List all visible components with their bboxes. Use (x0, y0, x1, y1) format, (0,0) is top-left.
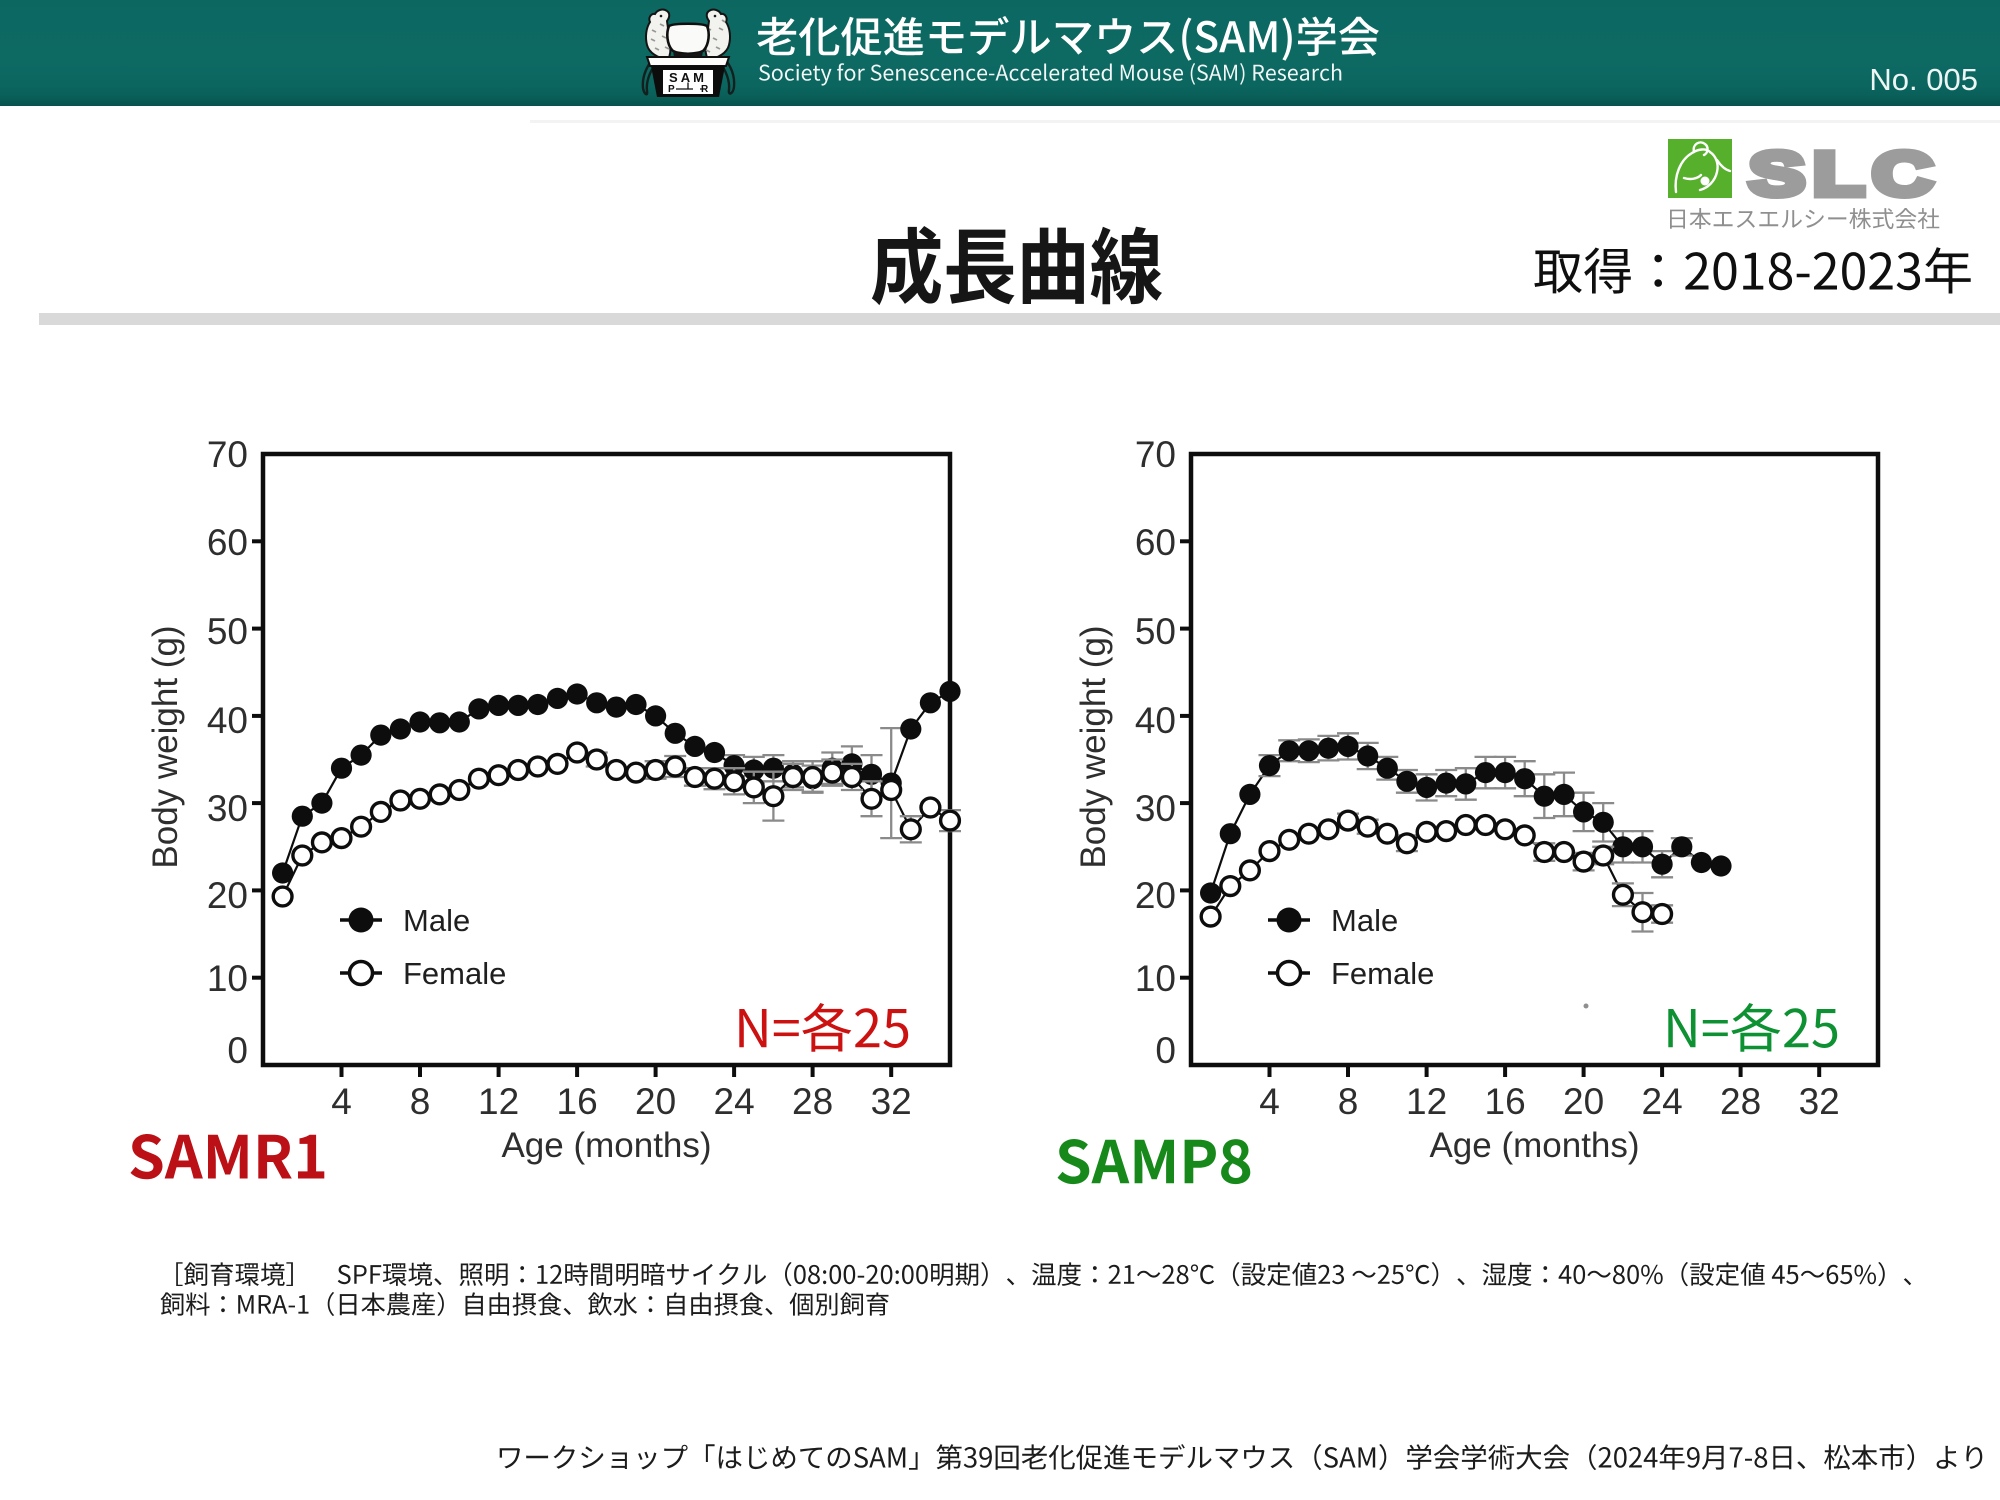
svg-text:SLC: SLC (1749, 140, 1941, 208)
svg-text:32: 32 (1799, 1081, 1840, 1122)
svg-text:10: 10 (207, 958, 248, 999)
svg-text:50: 50 (1135, 611, 1176, 652)
svg-text:20: 20 (1563, 1081, 1604, 1122)
svg-text:Body weight (g): Body weight (g) (1074, 625, 1113, 868)
svg-text:30: 30 (1135, 788, 1176, 829)
svg-text:Male: Male (1331, 903, 1398, 938)
svg-text:4: 4 (331, 1081, 352, 1122)
svg-text:8: 8 (410, 1081, 431, 1122)
svg-text:16: 16 (557, 1081, 598, 1122)
svg-text:P: P (668, 84, 675, 95)
svg-text:60: 60 (207, 522, 248, 563)
svg-text:20: 20 (1135, 875, 1176, 916)
svg-text:Age (months): Age (months) (501, 1126, 711, 1165)
svg-text:24: 24 (714, 1081, 755, 1122)
svg-text:70: 70 (1135, 434, 1176, 475)
svg-text:40: 40 (1135, 700, 1176, 741)
svg-text:28: 28 (792, 1081, 833, 1122)
svg-text:24: 24 (1642, 1081, 1683, 1122)
svg-text:70: 70 (207, 434, 248, 475)
svg-text:Female: Female (403, 956, 506, 991)
svg-text:No. 005: No. 005 (1869, 62, 1978, 97)
svg-text:12: 12 (478, 1081, 519, 1122)
svg-text:SAM: SAM (669, 70, 707, 85)
svg-text:32: 32 (871, 1081, 912, 1122)
svg-text:8: 8 (1338, 1081, 1359, 1122)
svg-text:20: 20 (635, 1081, 676, 1122)
svg-text:28: 28 (1720, 1081, 1761, 1122)
svg-text:60: 60 (1135, 522, 1176, 563)
svg-text:Male: Male (403, 903, 470, 938)
svg-text:30: 30 (207, 788, 248, 829)
svg-text:50: 50 (207, 611, 248, 652)
svg-text:Female: Female (1331, 956, 1434, 991)
svg-text:10: 10 (1135, 958, 1176, 999)
svg-text:Body weight (g): Body weight (g) (146, 625, 185, 868)
svg-text:0: 0 (227, 1030, 248, 1071)
svg-text:Age (months): Age (months) (1429, 1126, 1639, 1165)
svg-text:16: 16 (1485, 1081, 1526, 1122)
svg-text:4: 4 (1259, 1081, 1280, 1122)
svg-text:40: 40 (207, 700, 248, 741)
svg-text:0: 0 (1155, 1030, 1176, 1071)
svg-text:20: 20 (207, 875, 248, 916)
svg-text:12: 12 (1406, 1081, 1447, 1122)
